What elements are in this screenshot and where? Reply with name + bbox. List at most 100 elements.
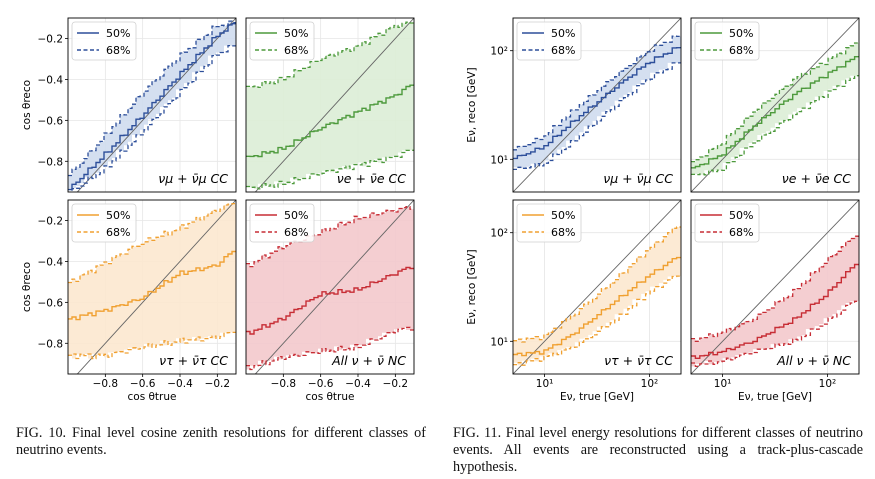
lower-68-line [246,149,414,190]
panel-frame [245,17,415,193]
lower-68-line [691,75,859,176]
y-axis-label: Eν, reco [GeV] [466,67,478,142]
panel-frame [690,17,860,193]
band-68-fill [691,236,859,367]
legend: 50%68% [694,203,760,243]
x-tick-label: −0.2 [383,378,409,390]
panel-frame [67,199,237,375]
legend-label-68: 68% [284,226,308,239]
lower-68-line [513,275,681,366]
legend-label-68: 68% [106,226,130,239]
median-50-line [246,266,414,335]
upper-68-line [68,202,236,284]
y-tick-label: −0.8 [38,338,64,350]
legend-box [694,203,760,243]
legend-label-50: 50% [551,27,575,40]
x-axis-label: cos θtrue [306,391,355,403]
legend: 50%68% [71,203,137,243]
upper-68-line [691,235,859,342]
band-68-fill [68,203,236,359]
panel-frame [67,17,237,193]
legend: 50%68% [71,21,137,61]
panel-label-nutau: ντ + ν̄τ CC [159,353,228,368]
lower-68-line [71,44,236,192]
x-tick-label: −0.8 [93,378,119,390]
legend-label-50: 50% [284,27,308,40]
panel-label-nue: νe + ν̄e CC [782,171,851,186]
x-tick-label: −0.2 [205,378,231,390]
diagonal-line [76,18,236,192]
diagonal-line [254,18,414,192]
diagonal-line [691,18,859,192]
panel-label-numu: νμ + ν̄μ CC [158,171,228,186]
diagonal-line [691,200,859,374]
median-50-line [691,56,859,169]
x-axis-label: cos θtrue [128,391,177,403]
lower-68-line [691,300,859,368]
legend-label-50: 50% [551,209,575,222]
legend-label-68: 68% [729,44,753,57]
legend: 50%68% [249,203,315,243]
panel-frame [512,17,682,193]
x-axis-label: Eν, true [GeV] [560,391,634,403]
legend-label-50: 50% [729,209,753,222]
y-tick-label: −0.2 [38,215,64,227]
panel-label-nutau: ντ + ν̄τ CC [604,353,673,368]
y-tick-label: 10² [490,228,508,240]
y-tick-label: −0.6 [38,115,64,127]
band-68-fill [246,206,414,370]
legend-box [694,21,760,61]
x-tick-label: 10¹ [536,378,554,390]
figure-11-caption: FIG. 11. Final level energy resolutions … [453,425,863,475]
y-axis-label: cos θreco [21,262,33,312]
x-tick-label: −0.6 [308,378,334,390]
y-tick-label: 10² [490,46,508,58]
legend-label-50: 50% [106,209,130,222]
legend-label-68: 68% [284,44,308,57]
panel-numu: 50%68% νμ + ν̄μ CC −0.2 −0.4 −0.6 −0.8 cos θre… [21,17,237,193]
panel-frame [512,199,682,375]
upper-68-line [513,226,681,343]
x-tick-label: −0.6 [130,378,156,390]
upper-68-line [246,206,414,268]
panel-label-nue: νe + ν̄e CC [337,171,406,186]
legend-box [71,21,137,61]
y-axis-label: Eν, reco [GeV] [466,249,478,324]
median-50-line [513,47,681,160]
upper-68-line [513,35,681,151]
y-tick-label: −0.8 [38,156,64,168]
legend: 50%68% [516,21,582,61]
y-tick-label: −0.4 [38,256,64,268]
legend-label-68: 68% [729,226,753,239]
legend: 50%68% [516,203,582,243]
legend-label-50: 50% [106,27,130,40]
legend-box [249,21,315,61]
y-tick-label: −0.4 [38,74,64,86]
figure-10-caption: FIG. 10. Final level cosine zenith resol… [16,425,426,458]
x-tick-label: −0.4 [167,378,193,390]
y-tick-label: −0.2 [38,33,64,45]
median-50-line [68,250,236,321]
band-68-fill [513,227,681,366]
legend-box [71,203,137,243]
legend-label-68: 68% [551,226,575,239]
y-tick-label: 10¹ [490,336,508,348]
median-50-line [691,263,859,359]
y-tick-label: 10¹ [490,154,508,166]
y-axis-label: cos θreco [21,80,33,130]
panel-label-nc: All ν + ν̄ NC [331,353,406,368]
legend-box [516,203,582,243]
panel-frame [690,199,860,375]
y-tick-label: −0.6 [38,297,64,309]
x-tick-label: −0.8 [271,378,297,390]
x-tick-label: 10² [641,378,659,390]
median-50-line [246,84,414,158]
lower-68-line [246,326,414,371]
upper-68-line [246,21,414,89]
panel-label-numu: νμ + ν̄μ CC [603,171,673,186]
panel-label-nc: All ν + ν̄ NC [776,353,851,368]
